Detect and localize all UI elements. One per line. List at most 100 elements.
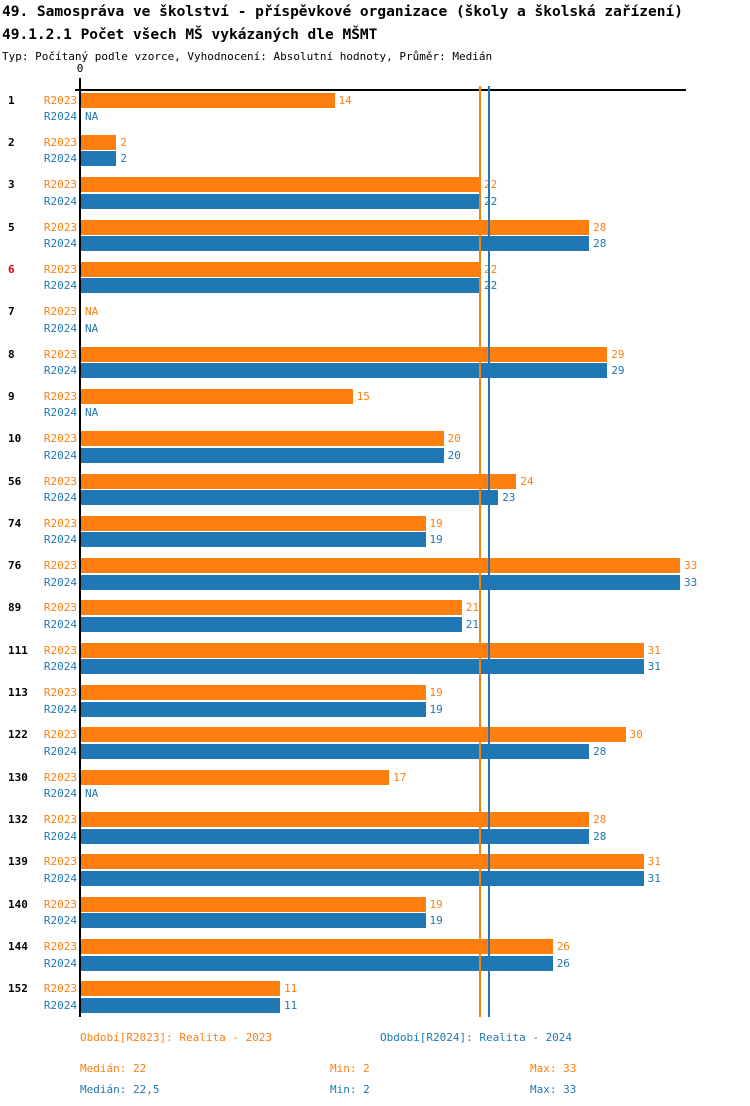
series-label-r2024: R2024 bbox=[43, 448, 77, 462]
category-label: 132 bbox=[8, 813, 28, 826]
category-label: 8 bbox=[8, 347, 15, 361]
value-label-r2024: 31 bbox=[647, 660, 661, 674]
bar-r2024 bbox=[81, 828, 590, 844]
value-label-r2024: 19 bbox=[429, 914, 443, 928]
bar-r2023 bbox=[81, 134, 117, 150]
value-label-r2024: 23 bbox=[502, 491, 516, 504]
bar-r2024 bbox=[81, 870, 644, 886]
bar-r2024 bbox=[81, 151, 117, 167]
bar-r2023 bbox=[81, 939, 553, 954]
stat-min-r2023: Min: 2 bbox=[330, 1062, 370, 1075]
value-label-r2023: 19 bbox=[429, 686, 443, 700]
category-label: 56 bbox=[8, 474, 22, 488]
bar-r2024 bbox=[81, 278, 480, 294]
category-label: 76 bbox=[8, 559, 22, 573]
bar-r2023 bbox=[81, 473, 517, 489]
chart-note: Typ: Počítaný podle vzorce, Vyhodnocení:… bbox=[2, 50, 493, 63]
series-label-r2024: R2024 bbox=[43, 702, 77, 716]
value-label-r2024: 26 bbox=[556, 956, 570, 970]
category-label: 5 bbox=[8, 220, 15, 234]
bar-r2023 bbox=[81, 431, 444, 447]
na-label-r2024: NA bbox=[85, 406, 99, 420]
value-label-r2023: 14 bbox=[338, 93, 352, 107]
median-line-r2023 bbox=[479, 86, 481, 1017]
category-label: 122 bbox=[8, 728, 28, 742]
series-label-r2023: R2023 bbox=[43, 728, 77, 742]
series-label-r2023: R2023 bbox=[43, 93, 77, 107]
series-label-r2024: R2024 bbox=[43, 491, 77, 504]
series-label-r2024: R2024 bbox=[43, 152, 77, 166]
value-label-r2023: 22 bbox=[484, 178, 498, 192]
value-label-r2023: 30 bbox=[629, 728, 643, 742]
category-label: 10 bbox=[8, 432, 22, 446]
value-label-r2024: 33 bbox=[684, 575, 698, 589]
series-label-r2023: R2023 bbox=[43, 643, 77, 657]
category-label: 6 bbox=[8, 262, 15, 276]
category-label: 152 bbox=[8, 982, 28, 996]
series-label-r2023: R2023 bbox=[43, 262, 77, 276]
bar-r2023 bbox=[81, 642, 644, 658]
legend-title-r2024: Období[R2024]: Realita - 2024 bbox=[380, 1031, 573, 1044]
x-axis-line bbox=[75, 89, 686, 91]
y-axis-line bbox=[79, 78, 81, 1017]
value-label-r2023: 22 bbox=[484, 262, 498, 276]
bar-r2024 bbox=[81, 659, 644, 675]
bar-r2024 bbox=[81, 490, 499, 505]
series-label-r2024: R2024 bbox=[43, 321, 77, 335]
bar-r2023 bbox=[81, 558, 680, 574]
series-label-r2023: R2023 bbox=[43, 982, 77, 996]
value-label-r2024: 28 bbox=[593, 744, 607, 758]
series-label-r2023: R2023 bbox=[43, 686, 77, 700]
bar-r2024 bbox=[81, 997, 280, 1013]
series-label-r2024: R2024 bbox=[43, 406, 77, 420]
bar-r2023 bbox=[81, 92, 335, 108]
value-label-r2024: 31 bbox=[647, 871, 661, 885]
bar-r2024 bbox=[81, 616, 462, 632]
bar-r2023 bbox=[81, 685, 426, 701]
na-label-r2023: NA bbox=[85, 305, 99, 319]
series-label-r2023: R2023 bbox=[43, 220, 77, 234]
value-label-r2024: 19 bbox=[429, 533, 443, 547]
value-label-r2023: 21 bbox=[465, 601, 480, 615]
value-label-r2023: 31 bbox=[647, 643, 661, 657]
bar-r2024 bbox=[81, 236, 590, 252]
bar-r2023 bbox=[81, 981, 280, 997]
stat-max-r2024: Max: 33 bbox=[530, 1083, 577, 1096]
value-label-r2023: 28 bbox=[593, 220, 607, 234]
category-label: 9 bbox=[8, 389, 15, 403]
series-label-r2023: R2023 bbox=[43, 940, 77, 953]
series-label-r2024: R2024 bbox=[43, 364, 77, 377]
category-label: 1 bbox=[8, 93, 15, 107]
value-label-r2024: 2 bbox=[120, 152, 128, 166]
bar-r2024 bbox=[81, 701, 426, 717]
series-label-r2023: R2023 bbox=[43, 474, 77, 488]
bar-r2024 bbox=[81, 193, 480, 209]
series-label-r2024: R2024 bbox=[43, 617, 77, 631]
bar-r2024 bbox=[81, 363, 608, 378]
category-label: 2 bbox=[8, 135, 15, 149]
bar-r2023 bbox=[81, 515, 426, 531]
category-label: 7 bbox=[8, 305, 15, 319]
bar-r2024 bbox=[81, 743, 590, 759]
value-label-r2023: 24 bbox=[520, 474, 534, 488]
stat-max-r2023: Max: 33 bbox=[530, 1062, 577, 1075]
category-label: 111 bbox=[8, 643, 28, 657]
bar-r2023 bbox=[81, 727, 626, 743]
series-label-r2023: R2023 bbox=[43, 897, 77, 911]
value-label-r2023: 15 bbox=[356, 389, 370, 403]
series-label-r2024: R2024 bbox=[43, 956, 77, 970]
bar-r2023 bbox=[81, 261, 480, 277]
value-label-r2023: 33 bbox=[684, 559, 698, 573]
series-label-r2023: R2023 bbox=[43, 389, 77, 403]
value-label-r2024: 22 bbox=[484, 194, 498, 208]
series-label-r2024: R2024 bbox=[43, 787, 77, 801]
bar-r2023 bbox=[81, 812, 590, 827]
value-label-r2023: 17 bbox=[393, 770, 407, 784]
median-line-r2024 bbox=[488, 86, 490, 1017]
value-label-r2023: 28 bbox=[593, 813, 607, 826]
value-label-r2023: 26 bbox=[556, 940, 570, 953]
value-label-r2024: 20 bbox=[447, 448, 461, 462]
bar-r2024 bbox=[81, 955, 553, 971]
category-label: 74 bbox=[8, 516, 22, 530]
